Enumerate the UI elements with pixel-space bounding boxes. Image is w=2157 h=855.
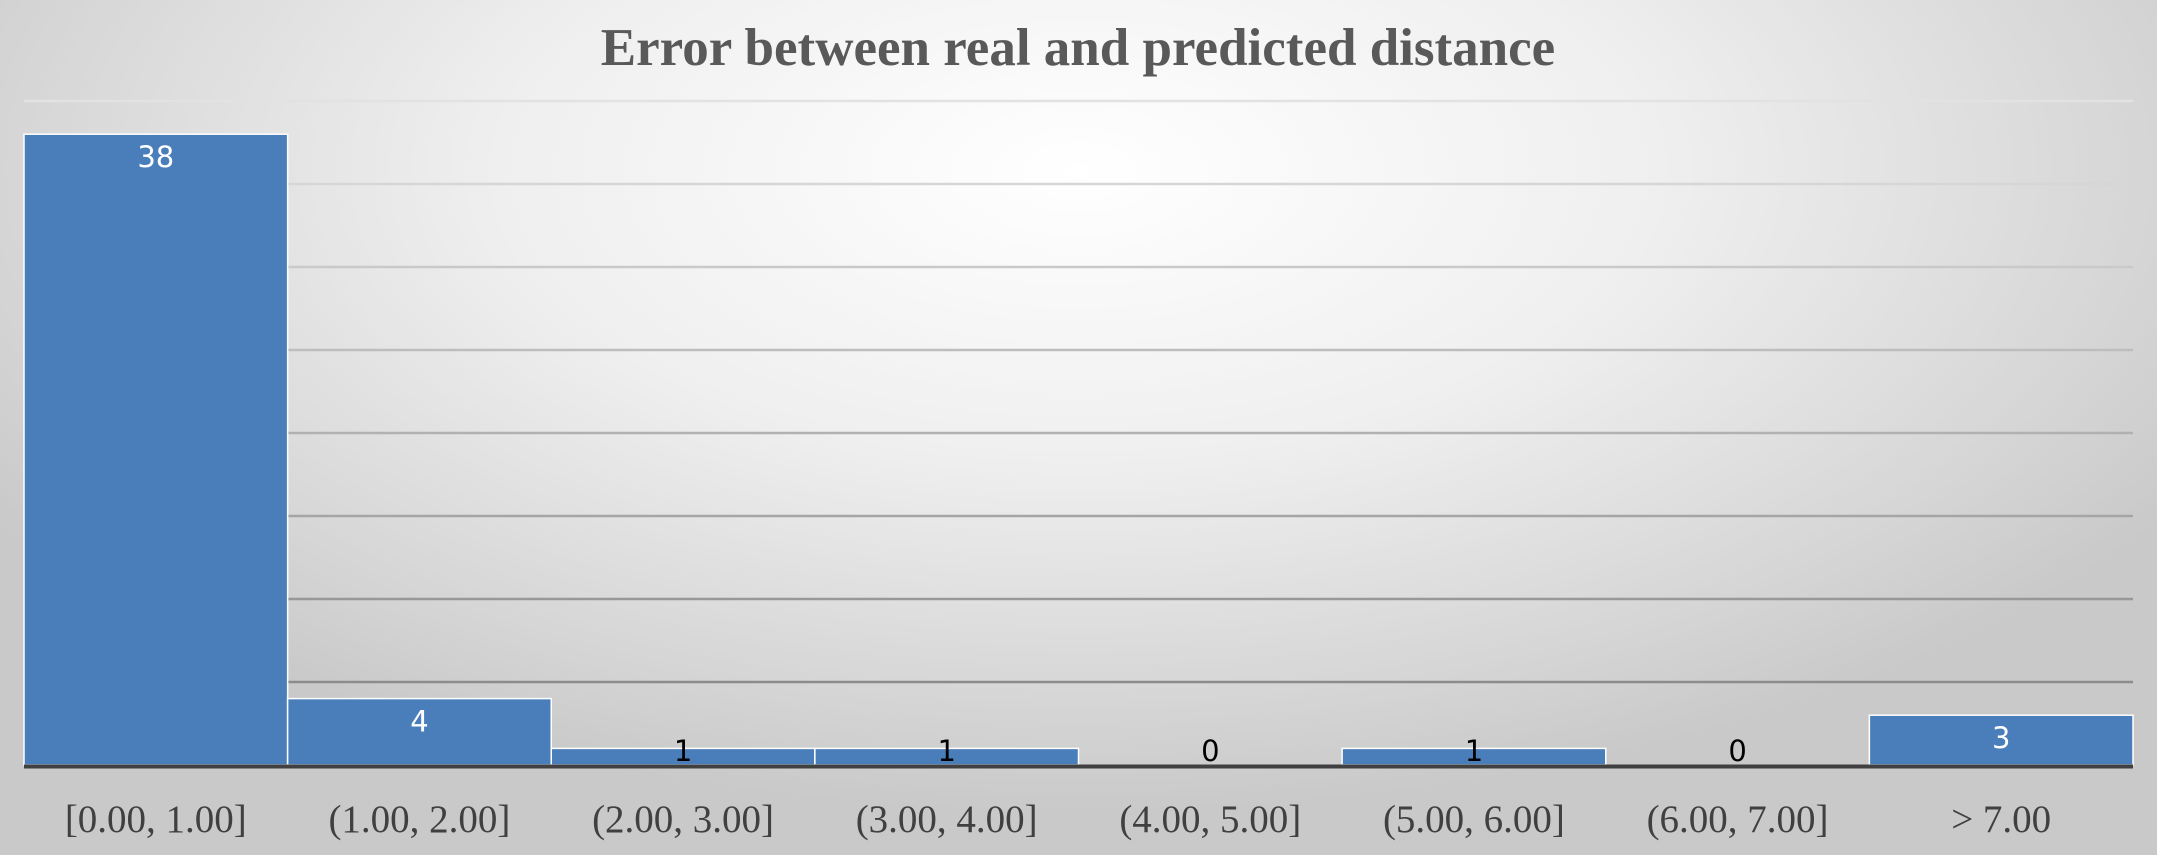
data-label: 38 xyxy=(137,140,174,174)
x-tick-label: (2.00, 3.00] xyxy=(592,798,774,841)
gridlines xyxy=(24,99,2133,684)
data-label: 0 xyxy=(1728,734,1746,768)
bar xyxy=(23,133,289,766)
data-label: 3 xyxy=(1992,721,2010,755)
x-tick-label: [0.00, 1.00] xyxy=(65,798,247,841)
bars xyxy=(23,133,2134,766)
chart-title: Error between real and predicted distanc… xyxy=(601,19,1555,77)
x-tick-label: (1.00, 2.00] xyxy=(328,798,510,841)
data-label: 1 xyxy=(937,734,955,768)
x-tick-label: (5.00, 6.00] xyxy=(1383,798,1565,841)
x-tick-label: (4.00, 5.00] xyxy=(1119,798,1301,841)
x-tick-labels: [0.00, 1.00] (1.00, 2.00] (2.00, 3.00] (3.0… xyxy=(65,798,2051,841)
data-label: 4 xyxy=(410,705,428,739)
x-tick-label: > 7.00 xyxy=(1951,798,2051,841)
bar xyxy=(286,697,552,766)
x-tick-label: (3.00, 4.00] xyxy=(856,798,1038,841)
bar xyxy=(1868,714,2134,766)
data-label: 1 xyxy=(1465,734,1483,768)
data-label: 0 xyxy=(1201,734,1219,768)
x-tick-label: (6.00, 7.00] xyxy=(1647,798,1829,841)
data-label: 1 xyxy=(674,734,692,768)
data-labels: 38 4 1 1 0 1 0 3 xyxy=(137,140,2010,768)
